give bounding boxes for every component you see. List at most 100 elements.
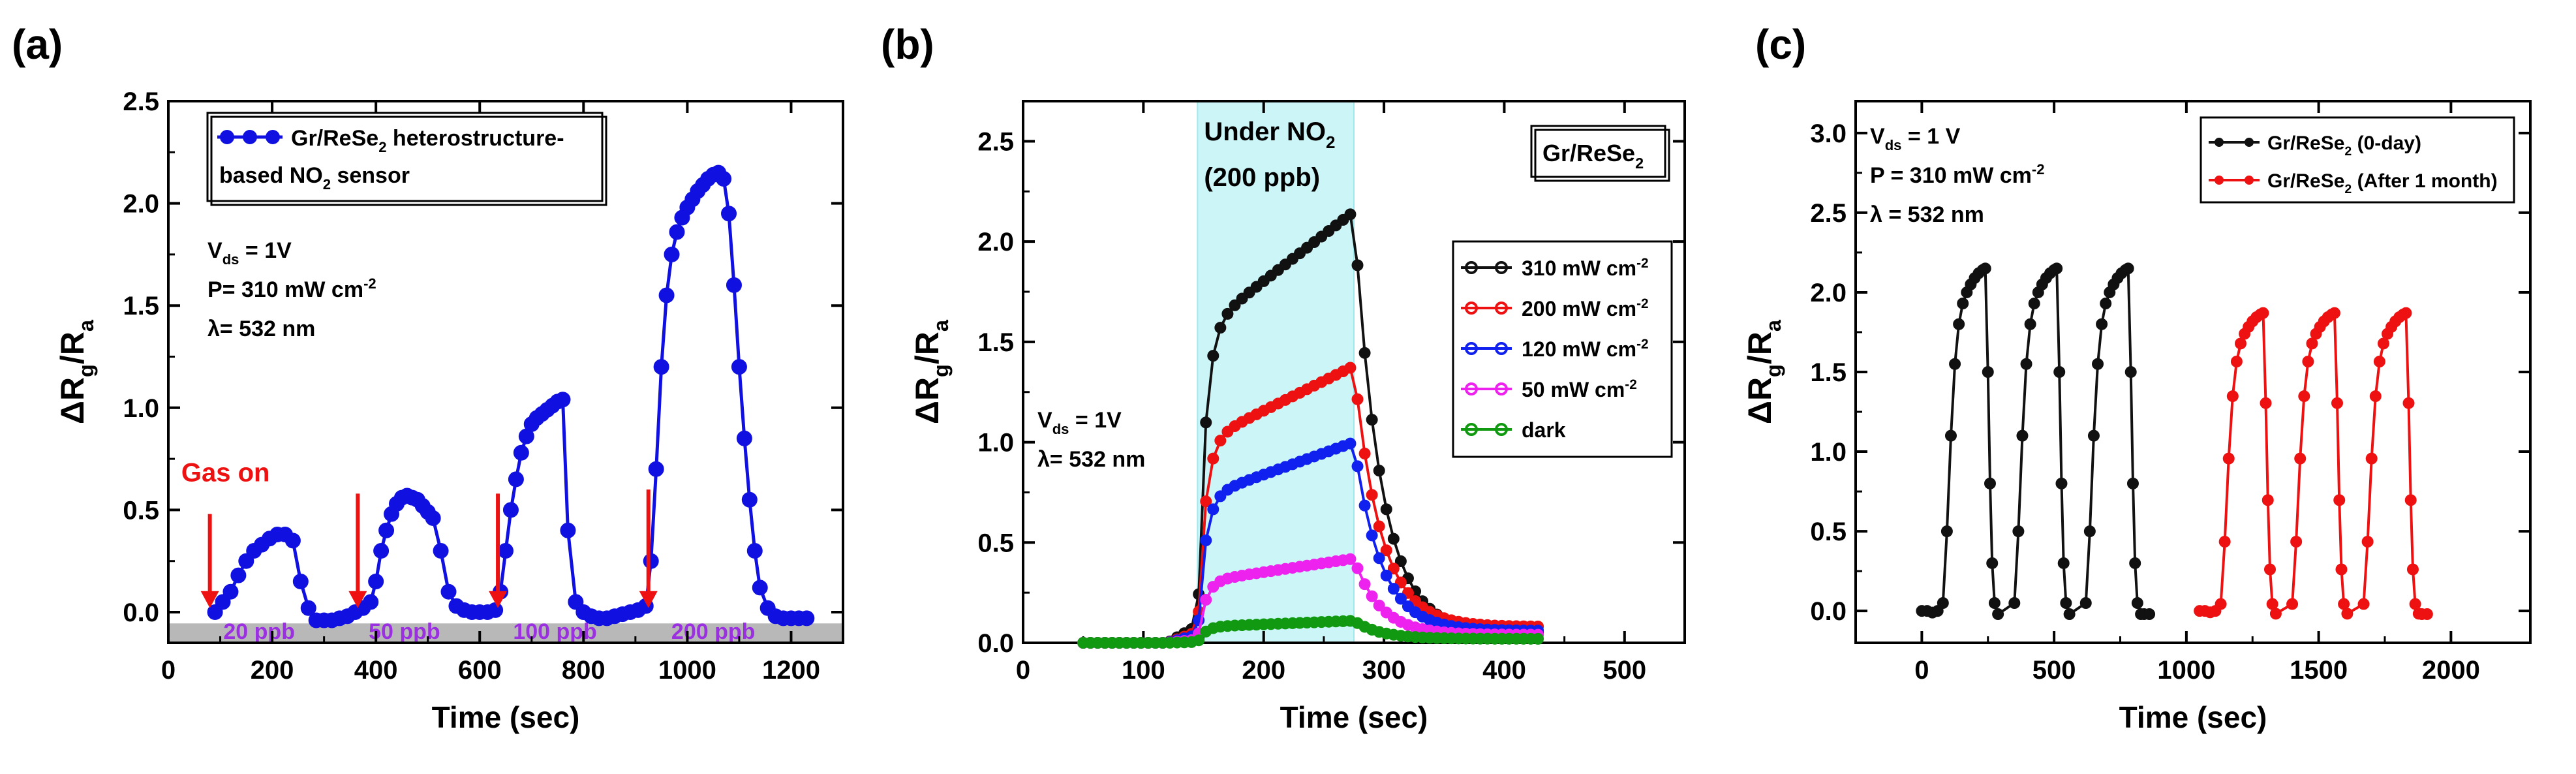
x-tick-label: 500 bbox=[1602, 656, 1646, 685]
data-point bbox=[648, 461, 664, 477]
data-point bbox=[1344, 208, 1357, 221]
x-tick-label: 400 bbox=[354, 656, 398, 685]
material-label-shadow bbox=[1534, 129, 1670, 182]
legend-marker bbox=[2245, 138, 2254, 147]
plot-frame bbox=[167, 100, 844, 644]
data-point bbox=[2290, 536, 2303, 548]
legend-label: Gr/ReSe2 (0-day) bbox=[2267, 132, 2421, 159]
x-tick-label: 1500 bbox=[2290, 656, 2348, 685]
data-point bbox=[746, 543, 763, 559]
data-point bbox=[2338, 598, 2350, 610]
y-tick-label: 0.5 bbox=[123, 496, 159, 525]
legend-marker bbox=[220, 130, 234, 144]
y-tick-label: 0.5 bbox=[1810, 518, 1847, 546]
x-tick-label: 1200 bbox=[762, 656, 820, 685]
data-point bbox=[658, 287, 675, 303]
data-point bbox=[2218, 536, 2231, 548]
data-point bbox=[498, 543, 514, 559]
data-point bbox=[2230, 355, 2243, 367]
data-point bbox=[2373, 355, 2385, 367]
data-point bbox=[1984, 477, 1996, 489]
data-point bbox=[1358, 447, 1371, 459]
data-point bbox=[2257, 307, 2269, 319]
legend-label: Gr/ReSe2 heterostructure- bbox=[291, 126, 564, 155]
data-point bbox=[2057, 557, 2070, 569]
data-point bbox=[2328, 307, 2340, 319]
y-tick-label: 0.5 bbox=[977, 529, 1014, 557]
data-point bbox=[2263, 563, 2276, 576]
x-tick-label: 1000 bbox=[658, 656, 716, 685]
data-point bbox=[2365, 452, 2378, 465]
x-tick-label: 100 bbox=[1122, 656, 1165, 685]
data-point bbox=[207, 604, 223, 621]
data-point bbox=[2016, 429, 2029, 442]
data-point bbox=[2096, 318, 2108, 330]
legend-marker bbox=[2245, 176, 2254, 185]
x-tick-label: 300 bbox=[1362, 656, 1406, 685]
gas-on-arrow-head bbox=[200, 591, 219, 608]
data-point bbox=[1344, 437, 1357, 450]
data-point bbox=[1953, 318, 1965, 330]
material-label: Gr/ReSe2 bbox=[1542, 140, 1644, 172]
y-axis-label: ΔRg/Ra bbox=[54, 319, 98, 424]
x-tick-label: 400 bbox=[1482, 656, 1526, 685]
y-tick-label: 1.0 bbox=[1810, 438, 1847, 467]
data-point bbox=[230, 567, 247, 583]
legend-marker bbox=[266, 130, 280, 144]
data-point bbox=[1351, 460, 1364, 472]
data-point bbox=[2331, 397, 2343, 409]
data-point bbox=[799, 610, 815, 627]
data-point bbox=[2092, 358, 2104, 370]
y-tick-label: 1.0 bbox=[123, 394, 159, 423]
data-point bbox=[2357, 598, 2370, 610]
gas-on-arrow-head bbox=[348, 591, 367, 608]
data-point bbox=[2341, 608, 2354, 620]
y-tick-label: 1.5 bbox=[123, 292, 159, 320]
data-point bbox=[2063, 608, 2076, 621]
data-point bbox=[2008, 596, 2021, 609]
data-point bbox=[736, 430, 752, 446]
legend-marker bbox=[2215, 176, 2224, 185]
y-axis-label: ΔRg/Ra bbox=[909, 319, 953, 424]
data-point bbox=[2131, 596, 2143, 609]
data-point bbox=[2129, 557, 2141, 569]
data-point bbox=[555, 392, 571, 408]
data-point bbox=[300, 600, 316, 616]
panel-b: (b) 0 100 200 300 400 500 0.0 0.5 1.0 1.5 2.0 2.5 Tim… bbox=[881, 21, 1686, 734]
data-point bbox=[363, 594, 379, 610]
data-point bbox=[1207, 452, 1219, 465]
y-tick-label: 1.5 bbox=[977, 328, 1014, 357]
data-point bbox=[1358, 347, 1371, 359]
data-point bbox=[741, 491, 758, 508]
legend-label: 200 mW cm-2 bbox=[1522, 296, 1649, 320]
data-point bbox=[1532, 632, 1544, 645]
data-point bbox=[568, 594, 584, 610]
data-point bbox=[2262, 494, 2274, 506]
x-tick-label: 2000 bbox=[2422, 656, 2480, 685]
condition-vds: Vds = 1V bbox=[207, 238, 292, 268]
data-point bbox=[1988, 596, 2001, 609]
condition-vds: Vds = 1 V bbox=[1870, 124, 1961, 153]
legend-marker bbox=[1495, 261, 1508, 274]
data-point bbox=[2126, 477, 2139, 489]
y-tick-label: 0.0 bbox=[977, 629, 1014, 658]
data-point bbox=[502, 502, 519, 518]
x-tick-label: 500 bbox=[2032, 656, 2076, 685]
legend-label: Gr/ReSe2 (After 1 month) bbox=[2267, 170, 2498, 196]
x-tick-label: 0 bbox=[1914, 656, 1929, 685]
data-point bbox=[2222, 452, 2235, 465]
data-point bbox=[560, 522, 576, 538]
data-point bbox=[1387, 583, 1400, 595]
data-point bbox=[1351, 259, 1364, 271]
data-point bbox=[2404, 494, 2417, 506]
data-point bbox=[2421, 608, 2433, 621]
data-point bbox=[368, 574, 384, 590]
y-tick-label: 1.0 bbox=[977, 429, 1014, 457]
condition-vds: Vds = 1V bbox=[1037, 408, 1122, 437]
data-point bbox=[1986, 557, 1999, 569]
condition-power: P= 310 mW cm-2 bbox=[207, 275, 376, 302]
data-point bbox=[2369, 390, 2382, 403]
data-point bbox=[1366, 529, 1378, 542]
data-point bbox=[664, 246, 680, 262]
